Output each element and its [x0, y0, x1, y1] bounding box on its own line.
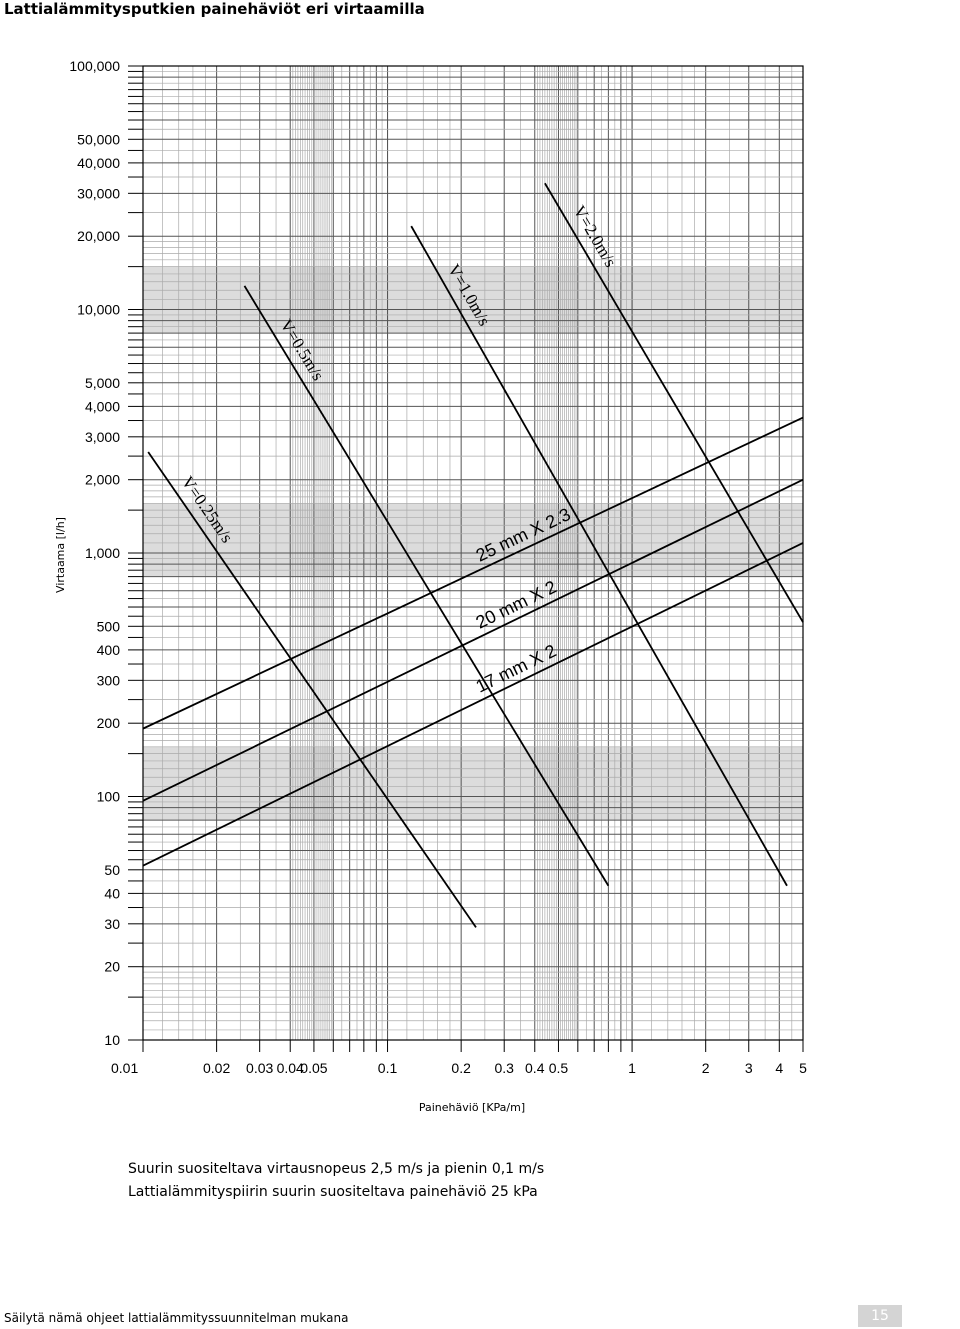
x-tick-label: 2 [702, 1060, 710, 1076]
y-tick-label: 10,000 [77, 302, 120, 318]
y-tick-label: 40 [104, 885, 120, 901]
x-tick-label: 0.02 [203, 1060, 230, 1076]
y-tick-label: 500 [97, 618, 121, 634]
page-title: Lattialämmitysputkien painehäviöt eri vi… [4, 0, 425, 18]
series-line-v-1-0m-s [410, 225, 788, 887]
x-tick-label: 0.04 [277, 1060, 304, 1076]
series-line-v-2-0m-s [544, 182, 804, 623]
y-tick-label: 30 [104, 916, 120, 932]
x-tick-label: 0.01 [111, 1060, 138, 1076]
y-tick-label: 40,000 [77, 155, 120, 171]
series-line-v-0-5m-s [243, 285, 610, 887]
series-line-25-mm-x-2-3 [142, 416, 804, 730]
y-tick-label: 30,000 [77, 185, 120, 201]
series-line-17-mm-x-2 [142, 542, 804, 867]
x-tick-label: 0.4 [525, 1060, 545, 1076]
x-tick-label: 0.03 [246, 1060, 273, 1076]
grid-band [143, 746, 803, 821]
footer-text: Säilytä nämä ohjeet lattialämmityssuunni… [4, 1311, 349, 1325]
grid-band [143, 503, 803, 577]
note-pressure-loss: Lattialämmityspiirin suurin suositeltava… [128, 1184, 538, 1200]
x-tick-label: 0.05 [300, 1060, 327, 1076]
y-tick-label: 300 [97, 672, 121, 688]
chart-grid [142, 65, 804, 1041]
series-line-20-mm-x-2 [142, 478, 804, 802]
y-tick-label: 1,000 [85, 545, 120, 561]
grid-bands [143, 266, 803, 821]
axis-ticks: 100,000 50,000 40,000 30,000 20,000 10,000 5,0… [69, 58, 807, 1076]
y-tick-label: 20,000 [77, 228, 120, 244]
y-tick-label: 10 [104, 1032, 120, 1048]
y-axis-title: Virtaama [l/h] [54, 517, 67, 593]
x-tick-label: 0.3 [494, 1060, 514, 1076]
y-tick-label: 200 [97, 715, 121, 731]
x-tick-label: 3 [745, 1060, 753, 1076]
x-tick-label: 0.1 [378, 1060, 398, 1076]
series-line-v-0-25m-s [147, 451, 477, 928]
y-tick-label: 50 [104, 862, 120, 878]
y-tick-label: 2,000 [85, 472, 120, 488]
x-tick-label: 1 [628, 1060, 636, 1076]
y-tick-label: 100,000 [69, 58, 120, 74]
y-tick-label: 400 [97, 642, 121, 658]
x-tick-label: 0.2 [451, 1060, 471, 1076]
x-tick-label: 5 [799, 1060, 807, 1076]
y-tick-label: 100 [97, 789, 121, 805]
y-tick-label: 50,000 [77, 131, 120, 147]
x-tick-label: 0.5 [549, 1060, 569, 1076]
y-tick-label: 4,000 [85, 398, 120, 414]
x-axis-title: Painehäviö [KPa/m] [419, 1101, 525, 1114]
x-tick-label: 4 [775, 1060, 783, 1076]
page-number-badge: 15 [858, 1305, 902, 1327]
y-tick-label: 3,000 [85, 429, 120, 445]
y-tick-label: 5,000 [85, 375, 120, 391]
y-tick-label: 20 [104, 959, 120, 975]
note-velocity: Suurin suositeltava virtausnopeus 2,5 m/… [128, 1161, 545, 1177]
